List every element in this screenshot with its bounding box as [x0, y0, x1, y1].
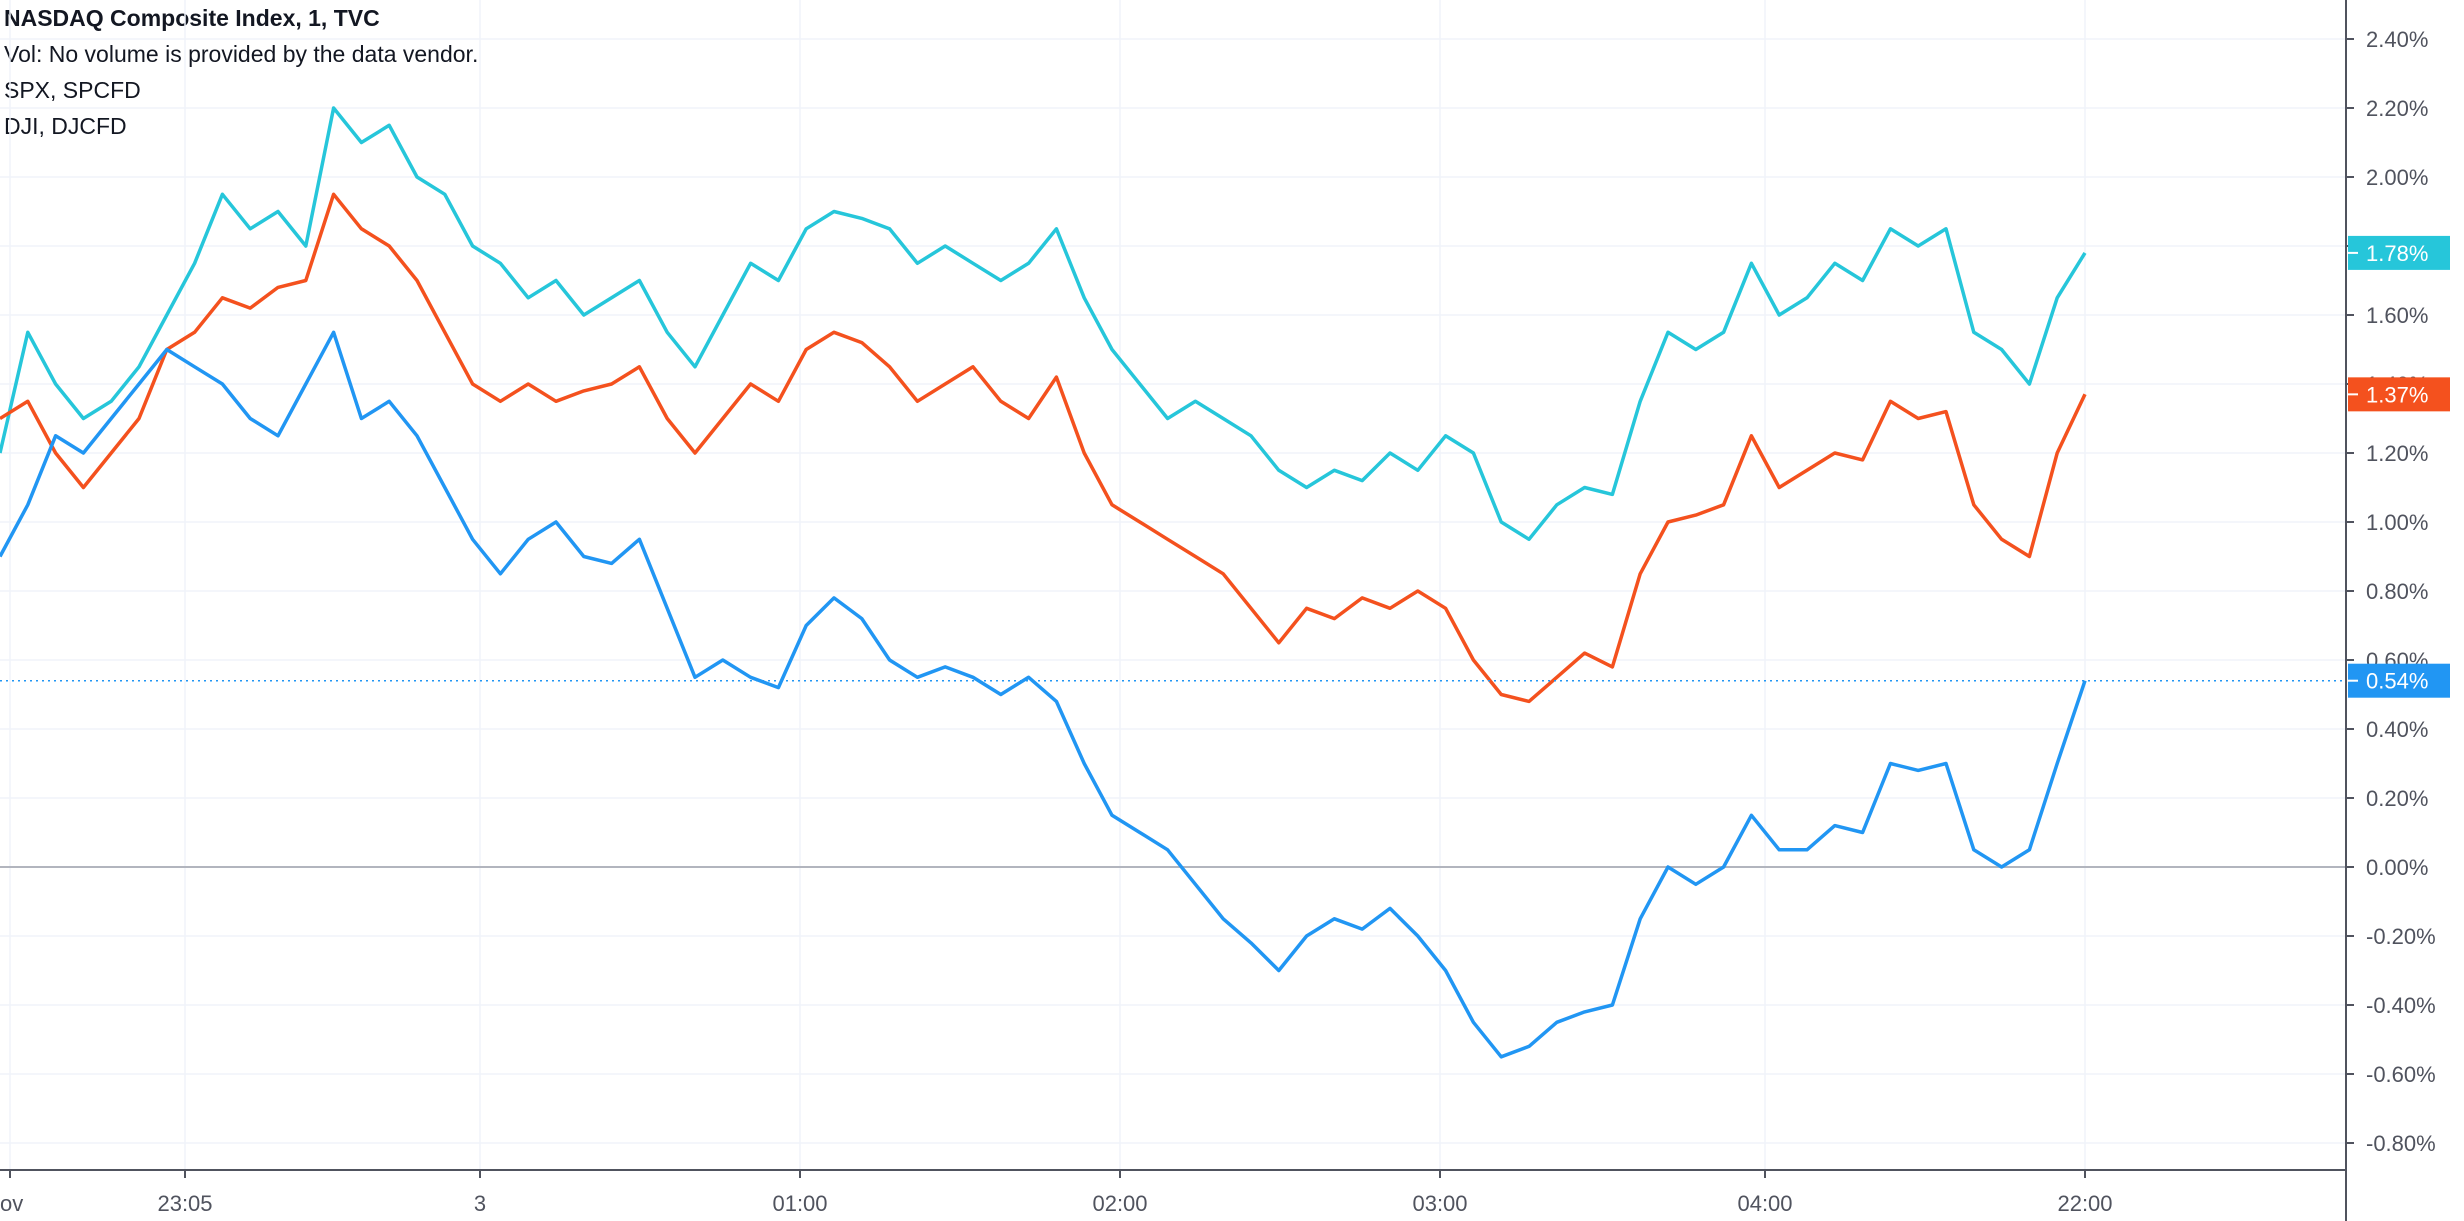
last-value-tag-label: 1.37% — [2366, 382, 2428, 407]
x-tick-label: 22:00 — [2057, 1191, 2112, 1216]
y-tick-label: -0.40% — [2366, 993, 2436, 1018]
legend-spx[interactable]: SPX, SPCFD — [4, 77, 141, 103]
y-tick-label: 0.00% — [2366, 855, 2428, 880]
y-tick-label: 0.20% — [2366, 786, 2428, 811]
y-tick-label: 2.40% — [2366, 27, 2428, 52]
x-tick-label: 01:00 — [772, 1191, 827, 1216]
x-tick-label: 3 — [474, 1191, 486, 1216]
chart-legend: NASDAQ Composite Index, 1, TVC Vol: No v… — [4, 0, 478, 144]
x-tick-label: 23:05 — [157, 1191, 212, 1216]
time-axis[interactable]: ov 23:05 3 01:00 02:00 03:00 04:00 22:00 — [0, 1170, 2113, 1216]
y-tick-label: -0.80% — [2366, 1131, 2436, 1156]
last-value-tag-label: 0.54% — [2366, 669, 2428, 694]
y-tick-label: 0.80% — [2366, 579, 2428, 604]
legend-volume-note: Vol: No volume is provided by the data v… — [4, 41, 479, 67]
y-tick-label: 2.20% — [2366, 96, 2428, 121]
grid-lines — [0, 0, 2346, 1170]
y-tick-label: 1.20% — [2366, 441, 2428, 466]
x-tick-label: 03:00 — [1412, 1191, 1467, 1216]
x-tick-label: 04:00 — [1737, 1191, 1792, 1216]
series-line-1[interactable] — [0, 192, 2087, 704]
y-tick-label: 0.40% — [2366, 717, 2428, 742]
y-tick-label: -0.60% — [2366, 1062, 2436, 1087]
last-value-tag-1 — [2348, 377, 2450, 412]
last-value-tag-2 — [2348, 663, 2450, 698]
y-tick-label: 1.00% — [2366, 510, 2428, 535]
price-axis[interactable]: 2.40%2.20%2.00%1.80%1.60%1.40%1.20%1.00%… — [2346, 27, 2436, 1156]
legend-title: NASDAQ Composite Index, 1, TVC — [4, 5, 380, 31]
last-value-tag-label: 1.78% — [2366, 241, 2428, 266]
y-tick-label: -0.20% — [2366, 924, 2436, 949]
series-group — [0, 106, 2087, 1059]
series-line-2[interactable] — [0, 330, 2087, 1059]
series-line-0[interactable] — [0, 106, 2087, 542]
last-value-tags: 1.78% 1.37% 0.54% — [2348, 235, 2450, 698]
x-tick-label: ov — [0, 1191, 23, 1216]
x-tick-label: 02:00 — [1092, 1191, 1147, 1216]
y-tick-label: 2.00% — [2366, 165, 2428, 190]
legend-dji[interactable]: DJI, DJCFD — [4, 113, 127, 139]
last-value-tag-0 — [2348, 235, 2450, 270]
y-tick-label: 1.60% — [2366, 303, 2428, 328]
